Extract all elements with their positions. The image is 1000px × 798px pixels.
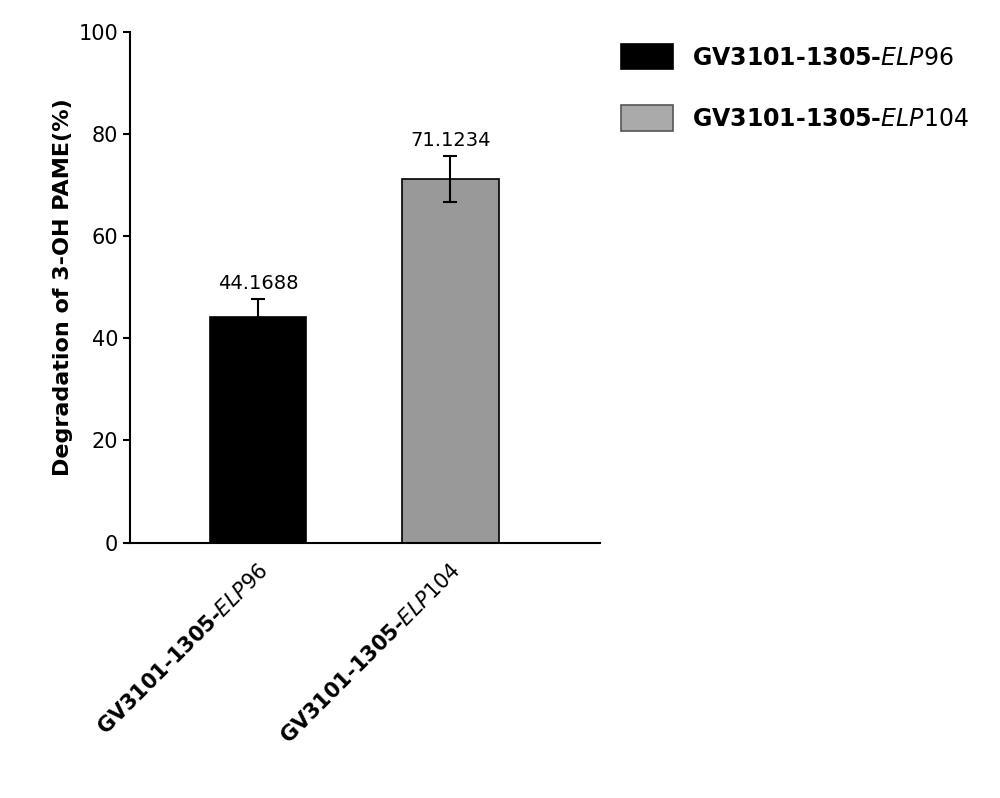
- Text: 44.1688: 44.1688: [218, 274, 298, 293]
- Y-axis label: Degradation of 3-OH PAME(%): Degradation of 3-OH PAME(%): [53, 98, 73, 476]
- Text: 71.1234: 71.1234: [410, 132, 491, 150]
- Text: GV3101-1305-$\mathit{ELP96}$: GV3101-1305-$\mathit{ELP96}$: [94, 560, 272, 738]
- Legend: GV3101-1305-$\mathit{ELP96}$, GV3101-1305-$\mathit{ELP104}$: GV3101-1305-$\mathit{ELP96}$, GV3101-130…: [621, 44, 969, 131]
- Text: GV3101-1305-$\mathit{ELP104}$: GV3101-1305-$\mathit{ELP104}$: [277, 560, 465, 748]
- Bar: [402, 180, 499, 543]
- Bar: [210, 317, 306, 543]
